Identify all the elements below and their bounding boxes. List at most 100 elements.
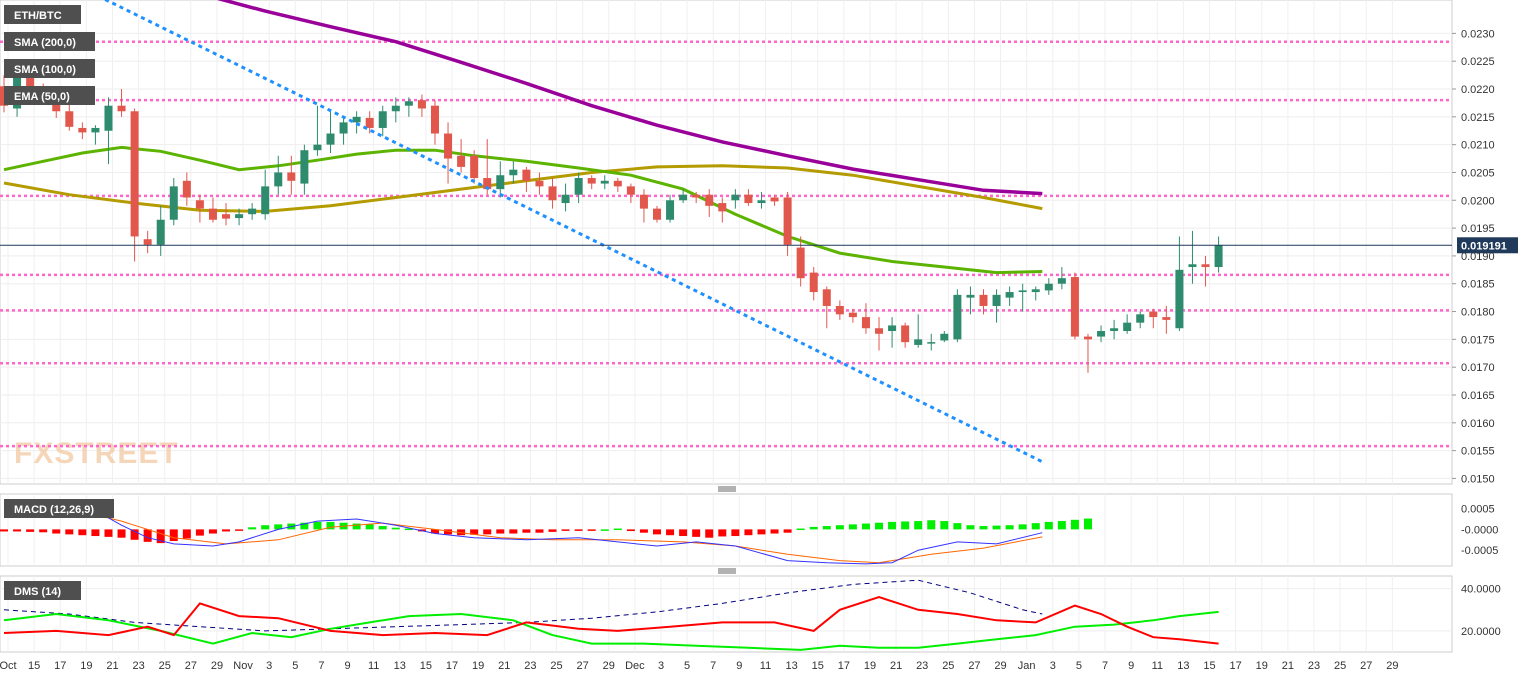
y-tick-label: 0.0230 [1461, 28, 1495, 40]
candle-body [496, 175, 505, 190]
candle [326, 111, 335, 153]
y-tick-label: 0.0225 [1461, 56, 1495, 68]
candle-body [208, 208, 217, 220]
macd-histogram-bar [561, 529, 570, 531]
candle [861, 303, 870, 334]
x-tick-label: 13 [785, 660, 797, 672]
sma-100-tag[interactable]: SMA (100,0) [4, 59, 95, 78]
candle [1083, 333, 1092, 373]
x-tick-label: 23 [916, 660, 928, 672]
candle [692, 191, 701, 204]
candle [391, 97, 400, 123]
di-plus-line [3, 596, 1219, 645]
x-tick-label: 5 [1076, 660, 1082, 672]
candle-body [600, 180, 609, 184]
candle [848, 308, 857, 323]
x-tick-label: 5 [292, 660, 298, 672]
candle [626, 183, 635, 204]
candle-body [287, 172, 296, 181]
candle-body [796, 247, 805, 279]
x-tick-label: 19 [80, 660, 92, 672]
y-tick-label: 0.0165 [1461, 390, 1495, 402]
macd-histogram-bar [770, 529, 779, 534]
macd-y-tick-label: -0.0000 [1461, 524, 1498, 536]
macd-histogram-bar [156, 529, 165, 544]
candle [705, 189, 714, 217]
macd-histogram-bar [169, 529, 178, 542]
y-tick-label: 0.0155 [1461, 446, 1495, 458]
ema-50-tag[interactable]: EMA (50,0) [4, 86, 95, 105]
candle [352, 111, 361, 134]
candle-body [1031, 289, 1040, 293]
candle [248, 203, 257, 220]
sma-200-tag[interactable]: SMA (200,0) [4, 32, 95, 51]
macd-histogram-bar [809, 526, 818, 530]
candle-body [809, 272, 818, 293]
legend-tag-label: DMS (14) [14, 586, 61, 598]
candle-body [509, 169, 518, 176]
macd-histogram-bar [731, 529, 740, 537]
macd-histogram-bar [261, 525, 270, 530]
candle [796, 236, 805, 287]
y-tick-label: 0.0210 [1461, 140, 1495, 152]
x-tick-label: 9 [344, 660, 350, 672]
candle-body [365, 117, 374, 128]
macd-histogram-bar [1083, 518, 1092, 530]
candle-body [979, 294, 988, 306]
candle [979, 289, 988, 315]
candle [65, 102, 74, 131]
macd-histogram-bar [208, 529, 217, 534]
x-tick-label: 21 [1282, 660, 1294, 672]
pane-resize-handle[interactable] [718, 486, 736, 492]
macd-histogram-bar [26, 529, 35, 532]
macd-histogram-bar [535, 529, 544, 533]
x-tick-label: 23 [1308, 660, 1320, 672]
candle [404, 97, 413, 117]
candle [444, 122, 453, 184]
candle [483, 139, 492, 195]
candle-body [953, 294, 962, 340]
candle-body [692, 194, 701, 198]
candle [430, 100, 439, 145]
x-tick-label: 17 [446, 660, 458, 672]
x-tick-label: 7 [710, 660, 716, 672]
candle [1162, 305, 1171, 334]
x-tick-label: 23 [524, 660, 536, 672]
macd-histogram-bar [222, 529, 231, 532]
candle-body [52, 100, 61, 112]
candle [339, 116, 348, 145]
candle [274, 155, 283, 195]
candle [1031, 286, 1040, 301]
pane-resize-handle[interactable] [718, 568, 736, 574]
dms-tag[interactable]: DMS (14) [4, 581, 81, 600]
candle-body [561, 194, 570, 204]
candle [378, 105, 387, 137]
x-tick-label: 3 [658, 660, 664, 672]
macd-histogram-bar [326, 521, 335, 530]
legend-tag-accent [4, 5, 7, 24]
macd-histogram-bar [1018, 524, 1027, 530]
macd-tag[interactable]: MACD (12,26,9) [4, 499, 114, 518]
macd-histogram-bar [130, 529, 139, 540]
macd-histogram-bar [587, 529, 596, 531]
candle-body [391, 105, 400, 112]
macd-histogram-bar [235, 529, 244, 531]
candle-body [587, 178, 596, 184]
y-tick-label: 0.0205 [1461, 167, 1495, 179]
candle [78, 122, 87, 140]
candle-body [235, 214, 244, 219]
candle [91, 125, 100, 145]
macd-histogram-bar [1057, 521, 1066, 530]
candle-body [1201, 264, 1210, 268]
macd-histogram-bar [548, 529, 557, 532]
x-tick-label: 9 [736, 660, 742, 672]
legend-tag-label: EMA (50,0) [14, 91, 70, 103]
candle-body [248, 208, 257, 215]
candle-body [1110, 328, 1119, 332]
legend-tag-bg [4, 59, 95, 78]
pair-tag[interactable]: ETH/BTC [4, 5, 81, 24]
y-tick-label: 0.0185 [1461, 279, 1495, 291]
x-tick-label: 15 [420, 660, 432, 672]
x-tick-label: Dec [625, 660, 645, 672]
candle-body [744, 194, 753, 204]
